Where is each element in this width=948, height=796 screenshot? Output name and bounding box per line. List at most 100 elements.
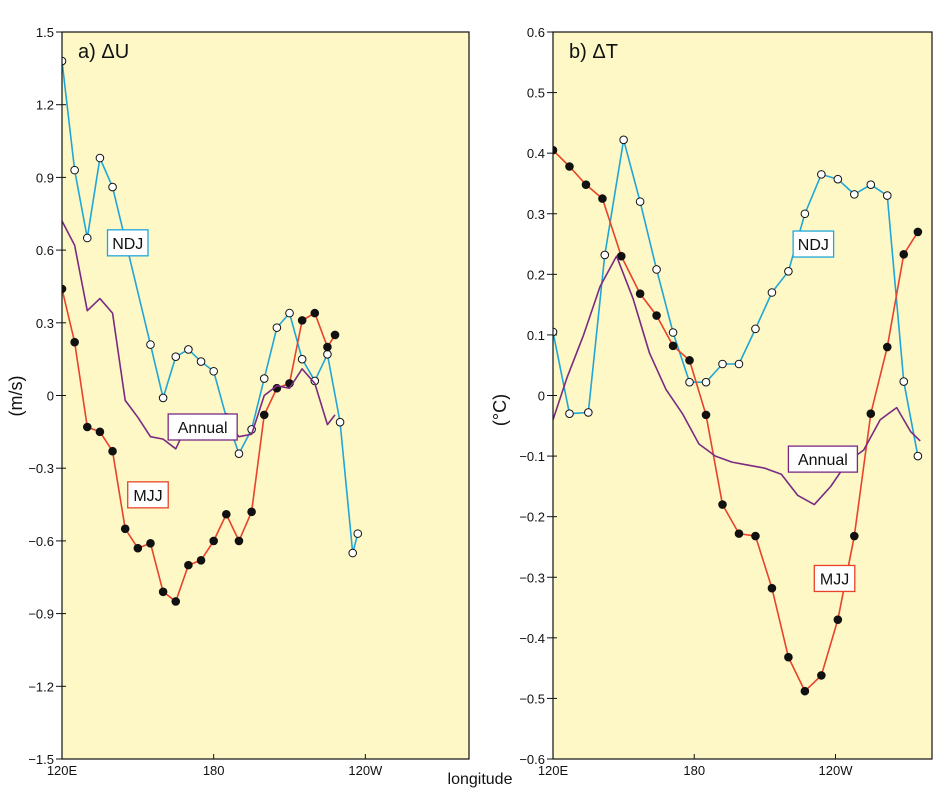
- y-tick-label: −0.6: [519, 752, 545, 767]
- plot-frame-dt: [552, 31, 933, 760]
- data-point-ndj: [751, 324, 760, 334]
- data-point-ndj: [800, 209, 810, 219]
- data-point-mjj: [581, 180, 591, 189]
- data-point-mjj: [259, 410, 269, 420]
- data-point-mjj: [82, 422, 92, 432]
- data-point-mjj: [120, 524, 130, 534]
- y-tick-label: 0: [47, 389, 54, 404]
- data-point-ndj: [353, 529, 363, 538]
- data-point-ndj: [565, 409, 574, 418]
- plot-frame-du: [61, 31, 470, 760]
- data-point-ndj: [158, 393, 168, 403]
- data-point-mjj: [70, 337, 79, 347]
- x-tick-label: 180: [203, 763, 225, 778]
- data-point-ndj: [652, 265, 661, 274]
- data-point-mjj: [598, 194, 607, 203]
- y-tick-label: 1.2: [36, 98, 54, 113]
- data-point-mjj: [913, 227, 923, 237]
- panel-b-dt: 0.6 0.5 0.4 0.3 0.2 0.1 0 −0.1 −0.2 −0.3 −0.4 −0.5 −…: [490, 25, 933, 778]
- data-point-mjj: [184, 560, 193, 570]
- data-point-ndj: [82, 233, 92, 243]
- series-label-mjj: MJJ: [820, 571, 849, 588]
- data-point-ndj: [297, 354, 307, 364]
- data-point-ndj: [584, 408, 593, 417]
- y-tick-label: −0.2: [519, 510, 545, 525]
- y-tick-label: −0.3: [519, 570, 545, 585]
- data-point-ndj: [701, 377, 711, 387]
- y-tick-label: 0.5: [527, 86, 545, 101]
- data-point-mjj: [866, 409, 876, 418]
- data-point-mjj: [297, 316, 307, 325]
- data-point-ndj: [784, 267, 793, 276]
- y-tick-label: 0.6: [527, 25, 545, 40]
- data-point-mjj: [95, 427, 105, 437]
- data-point-mjj: [734, 529, 744, 538]
- data-point-ndj: [234, 449, 244, 458]
- series-label-annual: Annual: [178, 420, 228, 437]
- data-point-mjj: [668, 341, 678, 351]
- data-point-ndj: [668, 328, 678, 337]
- data-point-ndj: [108, 182, 117, 192]
- data-point-mjj: [751, 531, 760, 541]
- y-axis-title-dt: (°C): [490, 394, 510, 426]
- series-label-box-mjj: [813, 564, 856, 593]
- panel-a-du: 1.5 1.2 0.9 0.6 0.3 0 −0.3 −0.6 −0.9 −1.2 −1.5120E…: [6, 25, 470, 778]
- series-label-box-annual: [167, 413, 238, 441]
- y-tick-label: 0.1: [527, 328, 545, 343]
- y-tick-label: −0.3: [28, 461, 54, 476]
- y-tick-label: 0: [538, 389, 545, 404]
- series-label-mjj: MJJ: [133, 488, 162, 505]
- data-point-ndj: [882, 191, 892, 200]
- y-tick-label: 0.2: [527, 267, 545, 282]
- data-point-ndj: [323, 350, 332, 359]
- data-point-mjj: [718, 500, 727, 509]
- data-point-ndj: [833, 174, 843, 184]
- data-point-mjj: [108, 446, 117, 456]
- series-label-ndj: NDJ: [798, 237, 829, 254]
- y-tick-label: 0.3: [36, 316, 54, 331]
- y-tick-label: −1.5: [28, 752, 54, 767]
- data-point-mjj: [817, 671, 826, 680]
- data-point-ndj: [600, 250, 610, 260]
- data-point-ndj: [209, 366, 218, 376]
- data-point-ndj: [899, 377, 909, 386]
- data-point-ndj: [348, 548, 358, 558]
- data-point-mjj: [565, 162, 574, 171]
- series-label-box-ndj: [106, 229, 149, 257]
- y-tick-label: 1.5: [36, 25, 54, 40]
- data-point-ndj: [734, 359, 744, 369]
- longitude-axis-title: longitude: [448, 771, 513, 788]
- series-label-box-ndj: [792, 230, 835, 258]
- series-label-ndj: NDJ: [112, 236, 143, 253]
- data-point-mjj: [196, 555, 206, 565]
- data-point-mjj: [784, 652, 793, 662]
- y-tick-label: 0.3: [527, 207, 545, 222]
- data-point-ndj: [685, 377, 694, 387]
- plot-area-dt: [553, 32, 932, 759]
- y-tick-label: −0.4: [519, 631, 545, 646]
- data-point-mjj: [222, 509, 231, 519]
- x-tick-label: 120E: [47, 763, 78, 778]
- y-tick-label: −0.6: [28, 534, 54, 549]
- data-point-ndj: [767, 288, 777, 297]
- panel-title-dt: b) ΔT: [569, 41, 618, 63]
- y-tick-label: −0.5: [519, 691, 545, 706]
- y-tick-label: −0.1: [519, 449, 545, 464]
- data-point-ndj: [817, 170, 826, 179]
- data-point-mjj: [158, 587, 168, 597]
- data-point-ndj: [146, 340, 155, 349]
- data-point-ndj: [259, 374, 269, 383]
- data-point-ndj: [866, 180, 876, 189]
- series-label-box-annual: [787, 445, 859, 473]
- data-point-mjj: [800, 686, 810, 696]
- data-point-ndj: [196, 357, 206, 366]
- data-point-mjj: [247, 507, 256, 517]
- y-tick-label: −0.9: [28, 607, 54, 622]
- series-label-box-mjj: [127, 481, 169, 509]
- x-tick-label: 120W: [819, 763, 854, 778]
- data-point-mjj: [234, 536, 244, 546]
- y-axis-title-du: (m/s): [6, 376, 26, 417]
- data-point-ndj: [335, 417, 345, 427]
- x-tick-label: 120W: [348, 763, 383, 778]
